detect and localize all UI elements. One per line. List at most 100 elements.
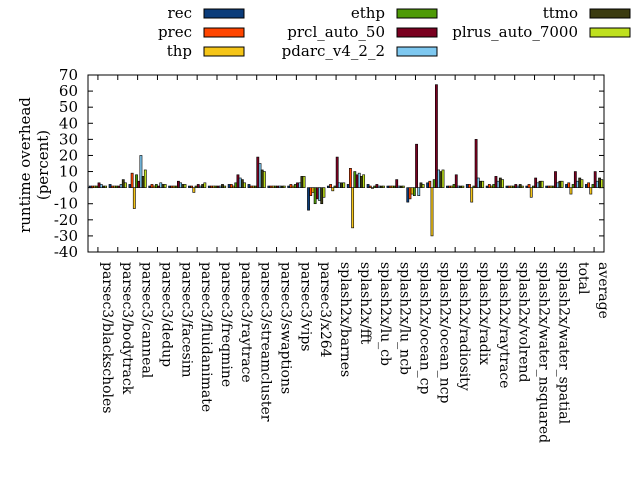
- bar-ethp-parsec3-fluidanimate: [194, 185, 198, 188]
- legend-swatch-prcl-auto-50: [396, 27, 438, 38]
- bar-ethp-splash2x-barnes: [333, 185, 337, 188]
- bar-pdarc-v4-2-2-splash2x-lu-cb: [377, 185, 381, 188]
- bar-prcl-auto-50-parsec3-fluidanimate: [196, 184, 200, 188]
- bar-prcl-auto-50-parsec3-freqmine: [216, 185, 220, 188]
- bar-plrus-auto-7000-splash2x-raytrace: [501, 179, 504, 188]
- bar-ttmo-splash2x-ocean-ncp: [439, 171, 443, 188]
- x-tick-label-parsec3-blackscholes: parsec3/blackscholes: [99, 262, 115, 413]
- legend-label-prec: prec: [158, 23, 192, 41]
- bar-ttmo-parsec3-facesim: [181, 184, 185, 188]
- bar-prec-average: [587, 182, 590, 188]
- bar-ttmo-splash2x-volrend: [518, 184, 522, 188]
- x-tick-label-parsec3-facesim: parsec3/facesim: [178, 262, 194, 378]
- bar-thp-splash2x-lu-cb: [371, 187, 374, 189]
- bar-prcl-auto-50-splash2x-raytrace: [494, 176, 498, 188]
- bar-thp-splash2x-volrend: [509, 185, 513, 188]
- bar-rec-parsec3-swaptions: [267, 185, 271, 188]
- bar-thp-parsec3-bodytrack: [113, 185, 116, 188]
- bar-plrus-auto-7000-parsec3-x264: [322, 187, 326, 198]
- bar-ttmo-average: [598, 177, 601, 188]
- bar-prcl-auto-50-splash2x-water-spatial: [554, 171, 557, 188]
- bar-ethp-parsec3-x264: [313, 187, 317, 205]
- bar-ttmo-splash2x-radix: [479, 180, 482, 188]
- bar-pdarc-v4-2-2-splash2x-barnes: [337, 182, 341, 188]
- bar-prcl-auto-50-splash2x-barnes: [335, 156, 339, 188]
- bar-thp-splash2x-water-nsquared: [529, 187, 533, 198]
- bar-ethp-splash2x-radiosity: [452, 184, 456, 188]
- bar-ttmo-parsec3-freqmine: [221, 184, 224, 188]
- x-tick-label-splash2x-lu-ncb: splash2x/lu_ncb: [397, 262, 413, 375]
- x-tick-label-splash2x-water-spatial: splash2x/water_spatial: [555, 262, 571, 425]
- bar-pdarc-v4-2-2-splash2x-water-spatial: [556, 182, 560, 188]
- bar-ethp-splash2x-water-nsquared: [532, 185, 535, 188]
- legend-swatch-plrus-auto-7000: [589, 27, 631, 38]
- bar-ethp-splash2x-lu-cb: [373, 185, 377, 188]
- bar-pdarc-v4-2-2-splash2x-ocean-ncp: [437, 169, 441, 188]
- legend-label-ttmo: ttmo: [543, 4, 578, 22]
- x-tick-label-splash2x-radix: splash2x/radix: [476, 262, 492, 365]
- bar-plrus-auto-7000-splash2x-water-spatial: [560, 180, 564, 188]
- bar-rec-parsec3-x264: [307, 187, 310, 211]
- legend-swatch-rec: [203, 8, 245, 19]
- y-tick-label: -20: [54, 211, 78, 229]
- bar-pdarc-v4-2-2-splash2x-radiosity: [457, 185, 460, 188]
- bar-prec-total: [567, 182, 571, 188]
- bar-prcl-auto-50-splash2x-fft: [355, 174, 359, 188]
- bar-plrus-auto-7000-parsec3-freqmine: [223, 185, 227, 188]
- bar-pdarc-v4-2-2-parsec3-raytrace: [238, 177, 242, 188]
- bar-prec-splash2x-raytrace: [487, 184, 491, 188]
- bar-plrus-auto-7000-splash2x-barnes: [342, 182, 346, 188]
- y-axis-title-line: (percent): [34, 130, 52, 200]
- bar-ttmo-parsec3-streamcluster: [260, 169, 264, 188]
- bar-ttmo-parsec3-swaptions: [280, 185, 284, 188]
- x-tick-label-parsec3-raytrace: parsec3/raytrace: [238, 262, 254, 383]
- x-tick-label-splash2x-radiosity: splash2x/radiosity: [456, 262, 472, 391]
- bar-pdarc-v4-2-2-splash2x-ocean-cp: [417, 187, 421, 196]
- bar-plrus-auto-7000-parsec3-blackscholes: [104, 185, 108, 188]
- bar-prec-splash2x-barnes: [329, 184, 332, 188]
- bar-thp-parsec3-streamcluster: [251, 185, 255, 188]
- bar-pdarc-v4-2-2-parsec3-facesim: [179, 182, 183, 188]
- x-tick-label-parsec3-vips: parsec3/vips: [297, 262, 313, 351]
- bar-rec-splash2x-raytrace: [485, 185, 489, 188]
- bar-plrus-auto-7000-total: [580, 179, 584, 188]
- bar-thp-parsec3-facesim: [172, 185, 176, 188]
- bar-ttmo-parsec3-blackscholes: [102, 185, 105, 188]
- bar-ethp-splash2x-ocean-cp: [412, 187, 416, 196]
- bar-ttmo-splash2x-ocean-cp: [419, 182, 423, 188]
- x-tick-label-splash2x-volrend: splash2x/volrend: [516, 262, 532, 383]
- x-tick-label-parsec3-dedup: parsec3/dedup: [158, 262, 174, 367]
- x-tick-label-average: average: [595, 262, 611, 319]
- bar-prec-splash2x-lu-cb: [368, 185, 372, 188]
- bar-ttmo-parsec3-fluidanimate: [201, 184, 205, 188]
- bar-thp-parsec3-swaptions: [271, 185, 275, 188]
- bar-rec-parsec3-fluidanimate: [188, 185, 191, 188]
- y-tick-label: -10: [54, 195, 78, 213]
- x-tick-label-parsec3-x264: parsec3/x264: [317, 262, 333, 358]
- bar-plrus-auto-7000-average: [600, 179, 604, 188]
- bar-prec-parsec3-dedup: [150, 184, 154, 188]
- bar-prcl-auto-50-splash2x-ocean-cp: [415, 143, 418, 188]
- x-tick-label-splash2x-ocean-cp: splash2x/ocean_cp: [416, 262, 432, 394]
- bar-ethp-parsec3-swaptions: [274, 185, 277, 188]
- bar-thp-parsec3-fluidanimate: [192, 187, 196, 193]
- bar-pdarc-v4-2-2-splash2x-radix: [476, 177, 480, 188]
- bar-thp-parsec3-freqmine: [212, 185, 216, 188]
- bar-prec-parsec3-bodytrack: [110, 185, 114, 188]
- bar-ethp-parsec3-freqmine: [214, 185, 218, 188]
- bar-thp-splash2x-ocean-ncp: [430, 187, 434, 237]
- bar-pdarc-v4-2-2-splash2x-raytrace: [496, 180, 500, 188]
- bar-ttmo-splash2x-lu-cb: [379, 185, 383, 188]
- bar-ethp-parsec3-bodytrack: [115, 185, 119, 188]
- bar-prec-parsec3-facesim: [170, 185, 174, 188]
- bar-prec-splash2x-water-spatial: [547, 185, 551, 188]
- bar-thp-splash2x-ocean-cp: [410, 187, 414, 195]
- y-axis-title: runtime overhead(percent): [16, 97, 52, 233]
- bar-prec-parsec3-canneal: [130, 172, 134, 188]
- bar-rec-average: [584, 184, 588, 188]
- bar-plrus-auto-7000-splash2x-radix: [481, 180, 485, 188]
- x-tick-label-parsec3-swaptions: parsec3/swaptions: [278, 262, 294, 394]
